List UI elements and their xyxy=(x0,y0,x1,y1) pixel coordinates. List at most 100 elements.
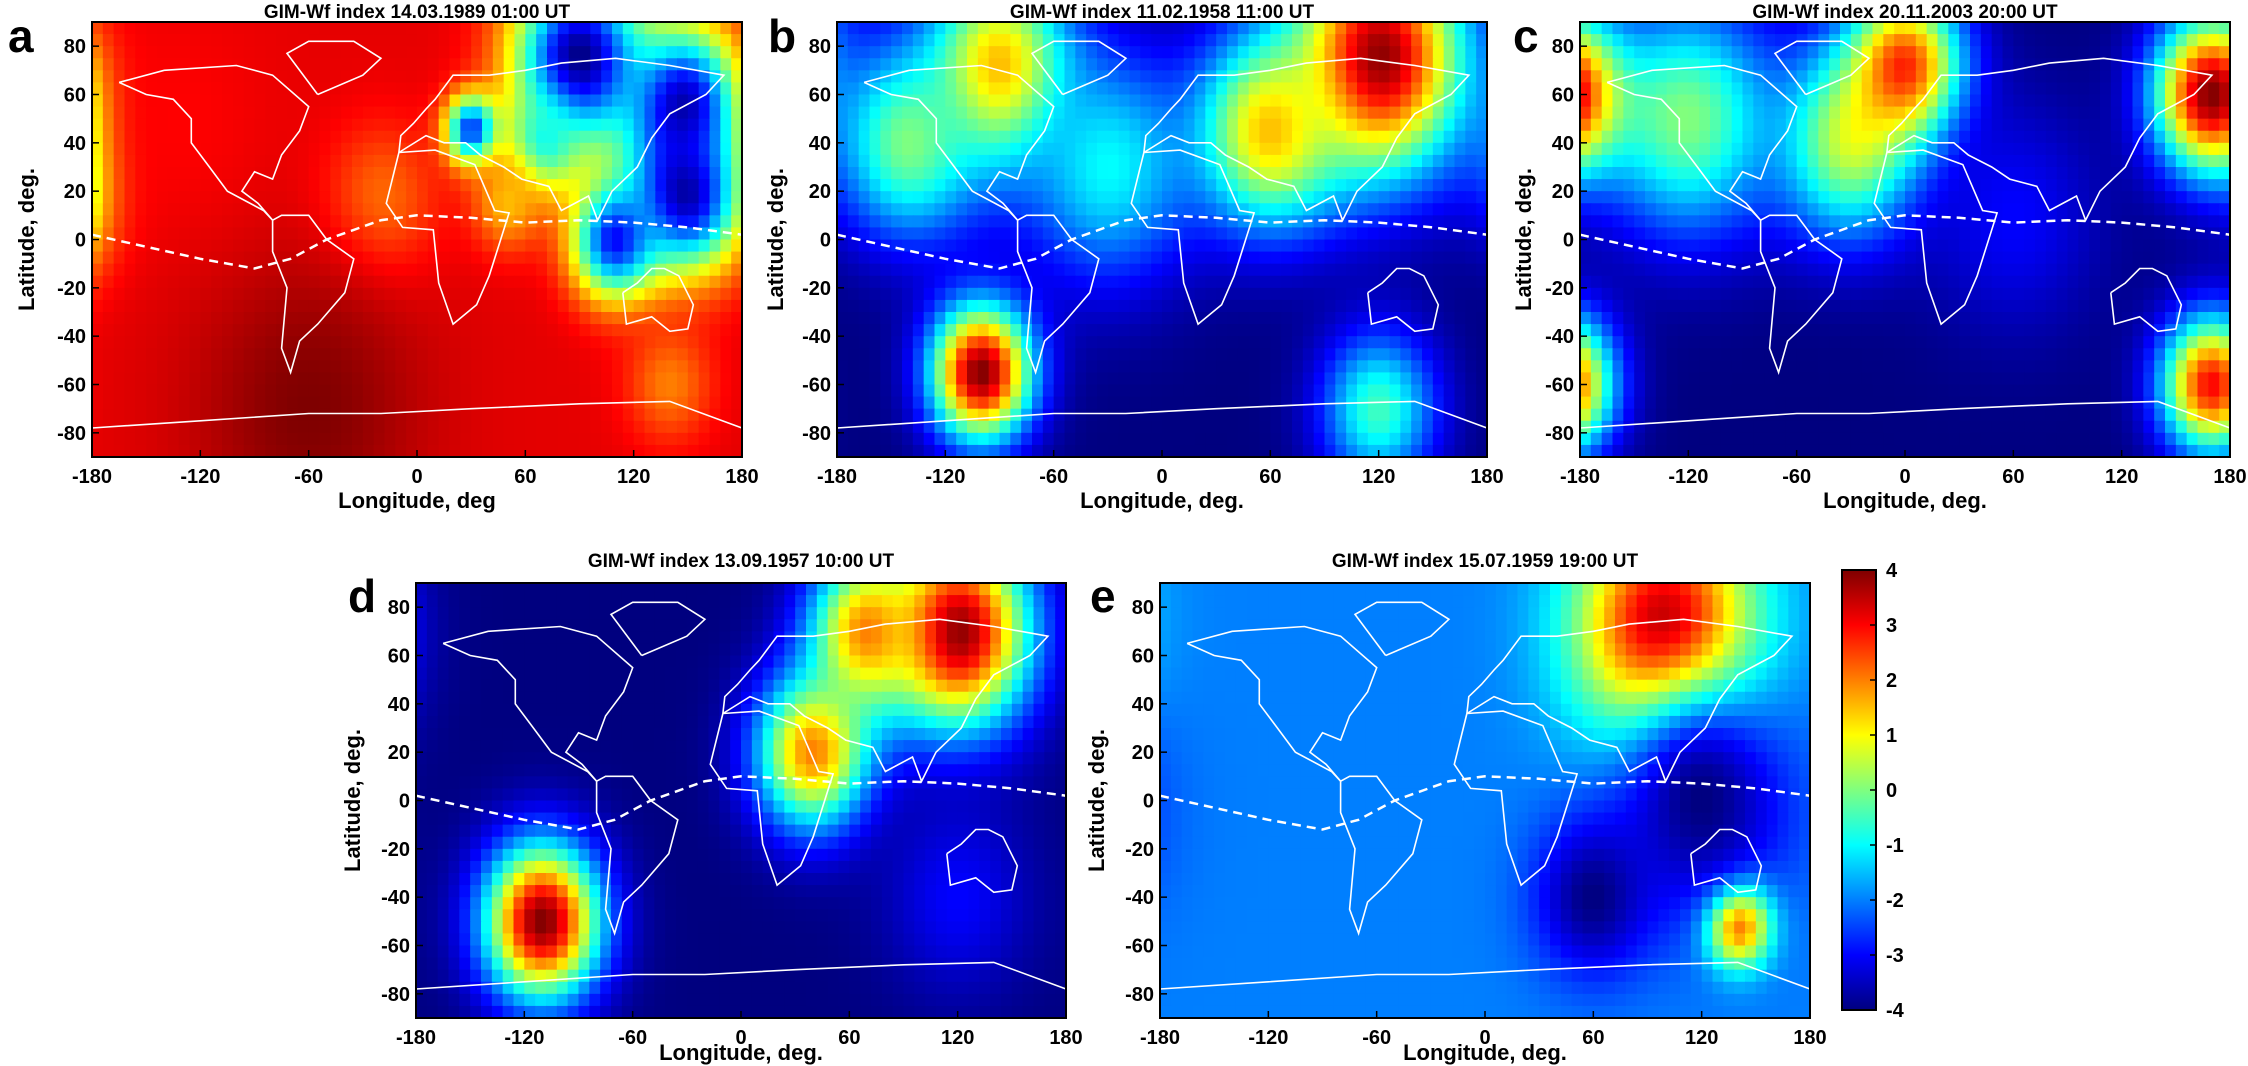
heatmap-cell xyxy=(1183,324,1196,337)
heatmap-cell xyxy=(178,312,191,325)
heatmap-cell xyxy=(243,324,256,337)
heatmap-cell xyxy=(579,34,591,47)
heatmap-cell xyxy=(352,227,364,241)
heatmap-cell xyxy=(1861,34,1874,47)
heatmap-cell xyxy=(1237,82,1250,96)
heatmap-cell xyxy=(265,215,277,229)
heatmap-cell xyxy=(1032,215,1044,229)
heatmap-cell xyxy=(503,420,516,434)
heatmap-cell xyxy=(460,324,472,337)
heatmap-cell xyxy=(460,420,472,434)
heatmap-cell xyxy=(967,58,979,71)
heatmap-cell xyxy=(1162,299,1174,313)
heatmap-cell xyxy=(254,324,266,337)
heatmap-cell xyxy=(1367,203,1380,216)
heatmap-cell xyxy=(1753,106,1765,120)
heatmap-cell xyxy=(644,275,656,289)
heatmap-cell xyxy=(880,348,892,361)
heatmap-cell xyxy=(1216,227,1228,241)
heatmap-cell xyxy=(1021,324,1033,337)
heatmap-cell xyxy=(536,444,548,458)
heatmap-cell xyxy=(1476,142,1488,156)
heatmap-cell xyxy=(1915,130,1928,144)
heatmap-cell xyxy=(92,384,104,398)
heatmap-cell xyxy=(891,203,903,216)
heatmap-cell xyxy=(157,82,169,96)
heatmap-cell xyxy=(373,106,386,120)
heatmap-cell xyxy=(1010,106,1022,120)
heatmap-cell xyxy=(891,118,903,132)
heatmap-cell xyxy=(308,420,321,434)
heatmap-cell xyxy=(1324,384,1336,398)
heatmap-cell xyxy=(503,179,516,192)
heatmap-cell xyxy=(200,130,212,144)
heatmap-cell xyxy=(211,118,223,132)
heatmap-cell xyxy=(1194,324,1206,337)
heatmap-cell xyxy=(1075,372,1087,386)
heatmap-cell xyxy=(1172,372,1185,386)
heatmap-cell xyxy=(276,396,288,410)
heatmap-cell xyxy=(1476,203,1488,216)
heatmap-cell xyxy=(1443,203,1456,216)
heatmap-cell xyxy=(471,263,483,277)
heatmap-cell xyxy=(124,408,136,422)
heatmap-cell xyxy=(579,154,591,168)
heatmap-cell xyxy=(1850,94,1863,108)
heatmap-cell xyxy=(1107,384,1120,398)
heatmap-cell xyxy=(2186,118,2199,132)
heatmap-cell xyxy=(1389,372,1401,386)
heatmap-cell xyxy=(547,215,559,229)
y-axis-label: Latitude, deg. xyxy=(763,168,788,311)
heatmap-cell xyxy=(1281,191,1293,204)
heatmap-cell xyxy=(557,420,570,434)
heatmap-cell xyxy=(1042,287,1055,301)
heatmap-cell xyxy=(1162,444,1174,458)
heatmap-cell xyxy=(1010,142,1022,156)
heatmap-cell xyxy=(945,324,957,337)
heatmap-cell xyxy=(330,312,342,325)
x-tick-label: 180 xyxy=(725,466,758,488)
heatmap-cell xyxy=(308,34,321,47)
heatmap-cell xyxy=(687,420,700,434)
heatmap-cell xyxy=(330,46,342,59)
heatmap-cell xyxy=(1010,432,1022,446)
heatmap-cell xyxy=(1753,46,1765,59)
heatmap-cell xyxy=(601,34,613,47)
heatmap-cell xyxy=(1335,251,1347,265)
heatmap-cell xyxy=(1357,70,1369,84)
heatmap-cell xyxy=(923,34,936,47)
heatmap-cell xyxy=(1032,336,1044,349)
heatmap-cell xyxy=(601,312,613,325)
heatmap-cell xyxy=(557,82,570,96)
heatmap-cell xyxy=(1075,58,1087,71)
heatmap-cell xyxy=(999,106,1011,120)
heatmap-cell xyxy=(1129,70,1141,84)
heatmap-cell xyxy=(1378,118,1391,132)
heatmap-cell xyxy=(880,130,892,144)
heatmap-cell xyxy=(1151,46,1163,59)
heatmap-cell xyxy=(1064,227,1076,241)
heatmap-cell xyxy=(1259,444,1271,458)
heatmap-cell xyxy=(1357,82,1369,96)
heatmap-cell xyxy=(1270,154,1282,168)
heatmap-cell xyxy=(601,106,613,120)
heatmap-cell xyxy=(1151,22,1163,35)
heatmap-cell xyxy=(1324,324,1336,337)
heatmap-cell xyxy=(1172,154,1185,168)
heatmap-cell xyxy=(999,287,1011,301)
heatmap-cell xyxy=(1259,130,1271,144)
heatmap-cell xyxy=(352,251,364,265)
heatmap-cell xyxy=(1443,432,1456,446)
heatmap-cell xyxy=(698,336,711,349)
heatmap-cell xyxy=(503,34,516,47)
heatmap-cell xyxy=(1172,324,1185,337)
heatmap-cell xyxy=(1140,154,1152,168)
heatmap-cell xyxy=(1378,215,1391,229)
heatmap-cell xyxy=(1107,408,1120,422)
heatmap-cell xyxy=(178,251,191,265)
heatmap-cell xyxy=(612,215,624,229)
heatmap-cell xyxy=(709,179,721,192)
heatmap-cell xyxy=(276,312,288,325)
heatmap-cell xyxy=(1346,203,1358,216)
heatmap-cell xyxy=(1032,372,1044,386)
